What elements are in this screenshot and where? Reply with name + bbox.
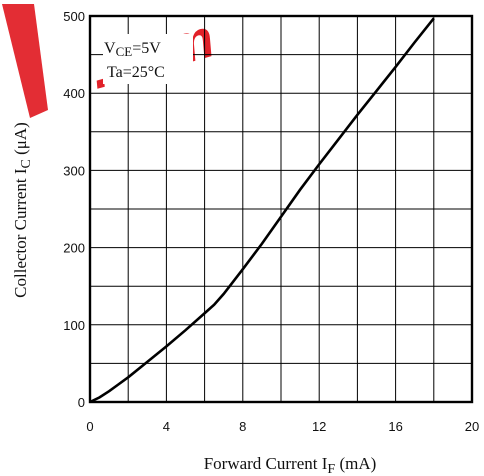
y-axis-title: Collector Current IC (μA) [11, 122, 34, 298]
plot-frame [88, 14, 474, 404]
grid [90, 16, 472, 402]
data-line [89, 17, 435, 404]
condition-annotation: VCE=5V Ta=25°C [103, 34, 193, 84]
y-tick-label: 400 [63, 86, 85, 101]
annotation-ta: Ta=25°C [107, 64, 165, 81]
y-tick-label: 0 [78, 395, 85, 410]
annotation-vce: VCE=5V [104, 40, 161, 59]
annotation-background [103, 34, 193, 84]
y-tick-label: 100 [63, 318, 85, 333]
y-tick-label: 300 [63, 163, 85, 178]
x-tick-label: 16 [388, 419, 402, 434]
x-tick-label: 0 [86, 419, 93, 434]
x-tick-label: 20 [465, 419, 479, 434]
x-axis-title: Forward Current IF (mA) [204, 454, 377, 476]
y-tick-label: 500 [63, 9, 85, 24]
x-tick-label: 8 [239, 419, 246, 434]
y-tick-label: 200 [63, 241, 85, 256]
x-tick-label: 4 [163, 419, 170, 434]
x-tick-label: 12 [312, 419, 326, 434]
watermark-mark [2, 4, 48, 118]
